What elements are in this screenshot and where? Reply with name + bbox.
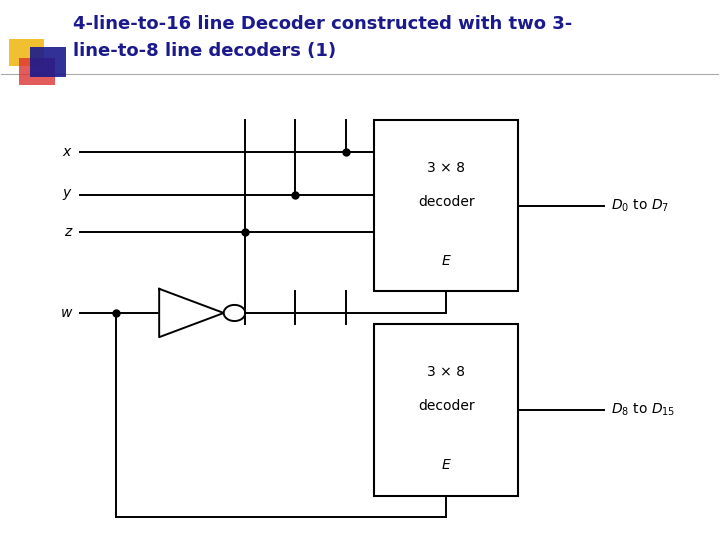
Text: $w$: $w$ <box>60 306 73 320</box>
Text: $D_8$ to $D_{15}$: $D_8$ to $D_{15}$ <box>611 401 675 418</box>
Bar <box>30 47 66 77</box>
Bar <box>374 323 518 496</box>
Text: E: E <box>441 458 451 471</box>
Polygon shape <box>159 289 224 337</box>
Text: $x$: $x$ <box>63 145 73 159</box>
Text: decoder: decoder <box>418 195 474 209</box>
Text: $z$: $z$ <box>63 225 73 239</box>
Bar <box>9 39 45 66</box>
Text: $y$: $y$ <box>63 187 73 202</box>
Text: line-to-8 line decoders (1): line-to-8 line decoders (1) <box>73 42 336 60</box>
Bar <box>19 58 55 85</box>
Text: 4-line-to-16 line Decoder constructed with two 3-: 4-line-to-16 line Decoder constructed wi… <box>73 15 572 33</box>
Text: E: E <box>441 254 451 267</box>
Text: 3 × 8: 3 × 8 <box>427 365 465 379</box>
Polygon shape <box>224 305 246 321</box>
Bar <box>374 119 518 292</box>
Text: $D_0$ to $D_7$: $D_0$ to $D_7$ <box>611 197 669 214</box>
Text: 3 × 8: 3 × 8 <box>427 161 465 175</box>
Text: decoder: decoder <box>418 399 474 413</box>
